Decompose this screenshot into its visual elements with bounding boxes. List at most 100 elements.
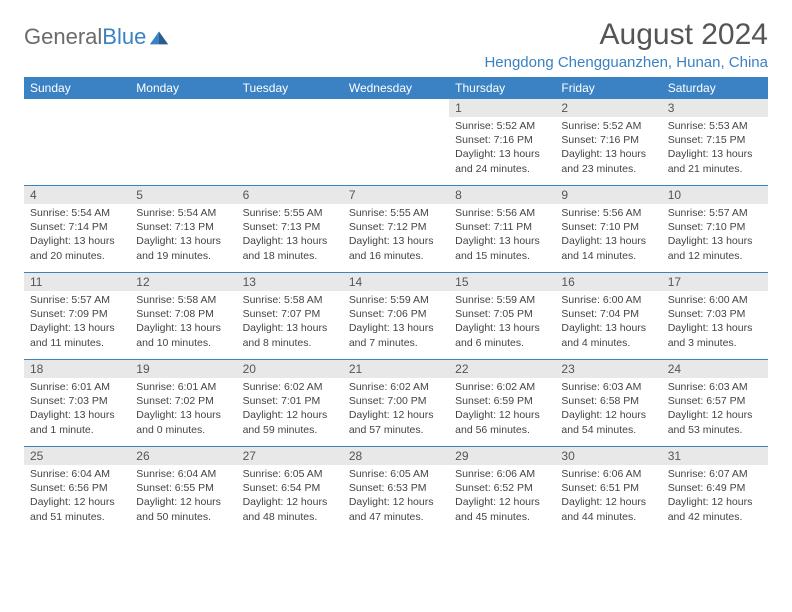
- calendar-week: 11Sunrise: 5:57 AMSunset: 7:09 PMDayligh…: [24, 273, 768, 360]
- sunrise-line: Sunrise: 5:56 AM: [561, 206, 655, 220]
- day-details: Sunrise: 6:03 AMSunset: 6:58 PMDaylight:…: [555, 378, 661, 441]
- calendar-day: 13Sunrise: 5:58 AMSunset: 7:07 PMDayligh…: [237, 273, 343, 359]
- calendar-day: 1Sunrise: 5:52 AMSunset: 7:16 PMDaylight…: [449, 99, 555, 185]
- sunset-line: Sunset: 7:05 PM: [455, 307, 549, 321]
- daylight-line: Daylight: 13 hours and 7 minutes.: [349, 321, 443, 349]
- calendar-day: [130, 99, 236, 185]
- day-number: [130, 99, 236, 117]
- calendar-day: 29Sunrise: 6:06 AMSunset: 6:52 PMDayligh…: [449, 447, 555, 533]
- triangle-icon: [148, 26, 170, 48]
- sunrise-line: Sunrise: 6:06 AM: [561, 467, 655, 481]
- sunrise-line: Sunrise: 5:52 AM: [561, 119, 655, 133]
- daylight-line: Daylight: 13 hours and 18 minutes.: [243, 234, 337, 262]
- day-number: 5: [130, 186, 236, 204]
- daylight-line: Daylight: 13 hours and 23 minutes.: [561, 147, 655, 175]
- sunrise-line: Sunrise: 5:57 AM: [30, 293, 124, 307]
- sunset-line: Sunset: 7:12 PM: [349, 220, 443, 234]
- calendar: SundayMondayTuesdayWednesdayThursdayFrid…: [24, 77, 768, 533]
- daylight-line: Daylight: 13 hours and 3 minutes.: [668, 321, 762, 349]
- day-number: 1: [449, 99, 555, 117]
- day-of-week: Monday: [130, 77, 236, 99]
- day-details: Sunrise: 6:06 AMSunset: 6:51 PMDaylight:…: [555, 465, 661, 528]
- calendar-day: 20Sunrise: 6:02 AMSunset: 7:01 PMDayligh…: [237, 360, 343, 446]
- day-number: 17: [662, 273, 768, 291]
- sunrise-line: Sunrise: 5:55 AM: [349, 206, 443, 220]
- daylight-line: Daylight: 13 hours and 16 minutes.: [349, 234, 443, 262]
- day-number: 29: [449, 447, 555, 465]
- calendar-day: 11Sunrise: 5:57 AMSunset: 7:09 PMDayligh…: [24, 273, 130, 359]
- calendar-day: [343, 99, 449, 185]
- calendar-week: 1Sunrise: 5:52 AMSunset: 7:16 PMDaylight…: [24, 99, 768, 186]
- daylight-line: Daylight: 13 hours and 21 minutes.: [668, 147, 762, 175]
- daylight-line: Daylight: 13 hours and 4 minutes.: [561, 321, 655, 349]
- calendar-day: [237, 99, 343, 185]
- calendar-day: 21Sunrise: 6:02 AMSunset: 7:00 PMDayligh…: [343, 360, 449, 446]
- daylight-line: Daylight: 12 hours and 57 minutes.: [349, 408, 443, 436]
- day-details: Sunrise: 5:58 AMSunset: 7:07 PMDaylight:…: [237, 291, 343, 354]
- sunset-line: Sunset: 7:11 PM: [455, 220, 549, 234]
- day-details: Sunrise: 6:04 AMSunset: 6:56 PMDaylight:…: [24, 465, 130, 528]
- calendar-day: 24Sunrise: 6:03 AMSunset: 6:57 PMDayligh…: [662, 360, 768, 446]
- calendar-week: 4Sunrise: 5:54 AMSunset: 7:14 PMDaylight…: [24, 186, 768, 273]
- daylight-line: Daylight: 13 hours and 11 minutes.: [30, 321, 124, 349]
- calendar-day: 15Sunrise: 5:59 AMSunset: 7:05 PMDayligh…: [449, 273, 555, 359]
- sunset-line: Sunset: 6:55 PM: [136, 481, 230, 495]
- day-details: Sunrise: 5:52 AMSunset: 7:16 PMDaylight:…: [449, 117, 555, 180]
- day-of-week: Thursday: [449, 77, 555, 99]
- sunset-line: Sunset: 6:57 PM: [668, 394, 762, 408]
- daylight-line: Daylight: 13 hours and 10 minutes.: [136, 321, 230, 349]
- sunset-line: Sunset: 7:13 PM: [243, 220, 337, 234]
- sunrise-line: Sunrise: 5:57 AM: [668, 206, 762, 220]
- day-details: Sunrise: 6:02 AMSunset: 7:00 PMDaylight:…: [343, 378, 449, 441]
- daylight-line: Daylight: 12 hours and 54 minutes.: [561, 408, 655, 436]
- daylight-line: Daylight: 13 hours and 14 minutes.: [561, 234, 655, 262]
- day-details: Sunrise: 5:54 AMSunset: 7:13 PMDaylight:…: [130, 204, 236, 267]
- calendar-day: 4Sunrise: 5:54 AMSunset: 7:14 PMDaylight…: [24, 186, 130, 272]
- day-number: 18: [24, 360, 130, 378]
- calendar-day: 17Sunrise: 6:00 AMSunset: 7:03 PMDayligh…: [662, 273, 768, 359]
- sunset-line: Sunset: 6:59 PM: [455, 394, 549, 408]
- day-number: 10: [662, 186, 768, 204]
- sunset-line: Sunset: 7:09 PM: [30, 307, 124, 321]
- logo-part2: Blue: [102, 24, 146, 49]
- day-of-week: Tuesday: [237, 77, 343, 99]
- sunrise-line: Sunrise: 5:53 AM: [668, 119, 762, 133]
- daylight-line: Daylight: 13 hours and 12 minutes.: [668, 234, 762, 262]
- calendar-day: 14Sunrise: 5:59 AMSunset: 7:06 PMDayligh…: [343, 273, 449, 359]
- calendar-day: 2Sunrise: 5:52 AMSunset: 7:16 PMDaylight…: [555, 99, 661, 185]
- sunrise-line: Sunrise: 5:58 AM: [136, 293, 230, 307]
- day-of-week-row: SundayMondayTuesdayWednesdayThursdayFrid…: [24, 77, 768, 99]
- day-number: 22: [449, 360, 555, 378]
- daylight-line: Daylight: 12 hours and 47 minutes.: [349, 495, 443, 523]
- sunrise-line: Sunrise: 5:55 AM: [243, 206, 337, 220]
- day-number: 13: [237, 273, 343, 291]
- daylight-line: Daylight: 12 hours and 50 minutes.: [136, 495, 230, 523]
- sunset-line: Sunset: 7:03 PM: [30, 394, 124, 408]
- calendar-day: 18Sunrise: 6:01 AMSunset: 7:03 PMDayligh…: [24, 360, 130, 446]
- day-details: Sunrise: 6:05 AMSunset: 6:53 PMDaylight:…: [343, 465, 449, 528]
- sunset-line: Sunset: 7:13 PM: [136, 220, 230, 234]
- calendar-day: 9Sunrise: 5:56 AMSunset: 7:10 PMDaylight…: [555, 186, 661, 272]
- sunrise-line: Sunrise: 5:59 AM: [455, 293, 549, 307]
- day-number: [343, 99, 449, 117]
- calendar-day: 3Sunrise: 5:53 AMSunset: 7:15 PMDaylight…: [662, 99, 768, 185]
- sunset-line: Sunset: 7:02 PM: [136, 394, 230, 408]
- day-number: 26: [130, 447, 236, 465]
- calendar-day: 5Sunrise: 5:54 AMSunset: 7:13 PMDaylight…: [130, 186, 236, 272]
- daylight-line: Daylight: 12 hours and 56 minutes.: [455, 408, 549, 436]
- day-details: Sunrise: 6:06 AMSunset: 6:52 PMDaylight:…: [449, 465, 555, 528]
- sunrise-line: Sunrise: 6:06 AM: [455, 467, 549, 481]
- day-number: 6: [237, 186, 343, 204]
- sunrise-line: Sunrise: 5:54 AM: [136, 206, 230, 220]
- day-number: 16: [555, 273, 661, 291]
- location: Hengdong Chengguanzhen, Hunan, China: [484, 54, 768, 71]
- sunrise-line: Sunrise: 6:00 AM: [668, 293, 762, 307]
- day-number: 3: [662, 99, 768, 117]
- day-number: 20: [237, 360, 343, 378]
- calendar-day: 25Sunrise: 6:04 AMSunset: 6:56 PMDayligh…: [24, 447, 130, 533]
- day-of-week: Sunday: [24, 77, 130, 99]
- daylight-line: Daylight: 13 hours and 24 minutes.: [455, 147, 549, 175]
- day-details: Sunrise: 5:59 AMSunset: 7:06 PMDaylight:…: [343, 291, 449, 354]
- sunrise-line: Sunrise: 5:52 AM: [455, 119, 549, 133]
- calendar-day: 7Sunrise: 5:55 AMSunset: 7:12 PMDaylight…: [343, 186, 449, 272]
